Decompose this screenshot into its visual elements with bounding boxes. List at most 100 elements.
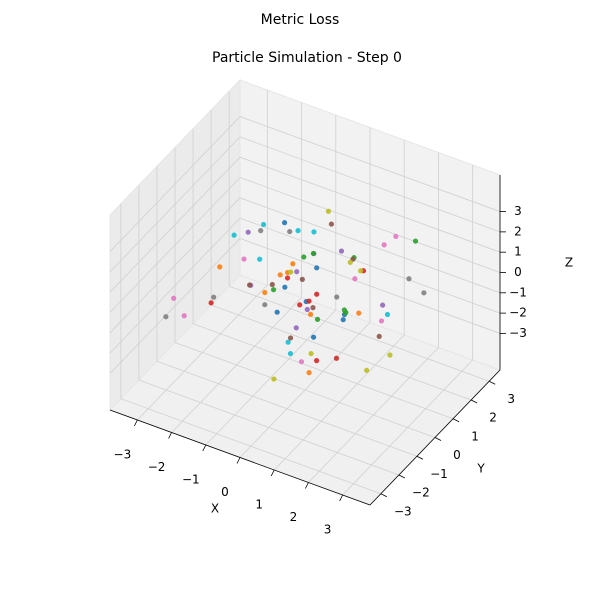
particle xyxy=(271,376,277,382)
particle xyxy=(304,306,310,313)
y-tick-label: 0 xyxy=(453,448,461,462)
particle xyxy=(297,302,303,308)
z-tick-label: −1 xyxy=(509,285,527,299)
particle xyxy=(258,228,264,234)
particle xyxy=(287,350,294,357)
particle xyxy=(311,229,317,235)
particle xyxy=(313,358,320,364)
tick-mark xyxy=(434,437,442,441)
particle xyxy=(287,228,293,235)
particle xyxy=(378,318,385,324)
x-tick-label: −3 xyxy=(114,448,132,462)
grid-line xyxy=(109,116,241,252)
particle xyxy=(181,313,187,319)
y-tick-label: −1 xyxy=(430,467,448,481)
particle xyxy=(208,300,214,306)
x-tick-label: 3 xyxy=(324,523,332,537)
y-tick-label: 2 xyxy=(489,411,497,425)
particle xyxy=(217,264,223,270)
z-tick-label: −2 xyxy=(509,306,527,320)
particle xyxy=(328,221,335,227)
particle xyxy=(334,294,340,300)
particle xyxy=(231,232,237,238)
tick-mark xyxy=(202,444,207,452)
particle xyxy=(299,276,305,282)
particle xyxy=(387,352,393,358)
particle xyxy=(287,335,294,341)
particle xyxy=(257,256,263,262)
grid-line xyxy=(174,342,436,438)
particle xyxy=(376,333,382,340)
particle xyxy=(284,275,291,281)
y-axis-line xyxy=(369,369,501,506)
particle xyxy=(262,289,268,296)
chart-title: Metric Loss xyxy=(261,12,340,28)
grid-line xyxy=(239,156,501,253)
particle xyxy=(380,302,386,308)
grid-line xyxy=(109,156,241,293)
tick-mark xyxy=(398,474,406,479)
particle xyxy=(211,294,217,300)
tick-mark xyxy=(305,482,309,489)
particle xyxy=(290,261,296,267)
particle xyxy=(288,269,294,275)
particle xyxy=(308,350,314,357)
y-tick-label: 1 xyxy=(471,429,479,443)
tick-mark xyxy=(236,457,241,464)
particle xyxy=(269,281,275,288)
z-tick-label: 1 xyxy=(514,245,522,259)
grid-line xyxy=(156,360,418,457)
grid-line xyxy=(239,177,501,273)
y-axis-label: Y xyxy=(476,462,485,476)
particle xyxy=(277,272,283,278)
particle xyxy=(306,370,312,376)
particle xyxy=(343,309,349,316)
grid-line xyxy=(239,197,501,294)
z-tick-label: 0 xyxy=(514,265,522,279)
tick-mark xyxy=(168,432,172,439)
grid-line xyxy=(239,116,501,212)
tick-mark xyxy=(416,455,424,460)
particle xyxy=(281,220,288,226)
grid-line xyxy=(229,285,490,382)
grid-line xyxy=(109,177,241,313)
z-tick-label: 2 xyxy=(514,224,522,238)
particle xyxy=(310,334,317,340)
particle xyxy=(308,311,314,317)
tick-mark xyxy=(339,494,343,502)
particle xyxy=(338,248,345,254)
grid-line xyxy=(109,238,241,374)
chart-subtitle: Particle Simulation - Step 0 xyxy=(212,50,402,66)
particle xyxy=(340,317,346,323)
particle xyxy=(285,339,291,345)
particle xyxy=(294,269,300,275)
y-tick-label: −2 xyxy=(412,486,430,500)
grid-line xyxy=(109,136,241,273)
x-tick-label: 2 xyxy=(290,510,298,524)
grid-line xyxy=(138,379,400,476)
particle xyxy=(314,265,320,271)
grid-line xyxy=(239,136,501,233)
particle xyxy=(352,276,358,282)
tick-mark xyxy=(270,469,275,477)
grid-line xyxy=(109,217,241,354)
x-tick-label: −2 xyxy=(148,460,166,474)
particle xyxy=(262,302,268,308)
particle xyxy=(163,314,169,320)
particle xyxy=(314,291,320,297)
particle xyxy=(310,305,316,311)
x-axis-label: X xyxy=(211,502,219,516)
particle xyxy=(274,309,280,315)
grid-line xyxy=(239,238,501,334)
particle xyxy=(301,254,307,260)
particle xyxy=(270,287,277,293)
particle xyxy=(384,311,391,318)
tick-mark xyxy=(488,380,496,385)
x-tick-label: 0 xyxy=(221,485,229,499)
grid-line xyxy=(109,197,241,334)
particle xyxy=(347,259,353,265)
particle xyxy=(310,250,317,257)
particle xyxy=(171,295,177,301)
particle xyxy=(393,233,399,240)
